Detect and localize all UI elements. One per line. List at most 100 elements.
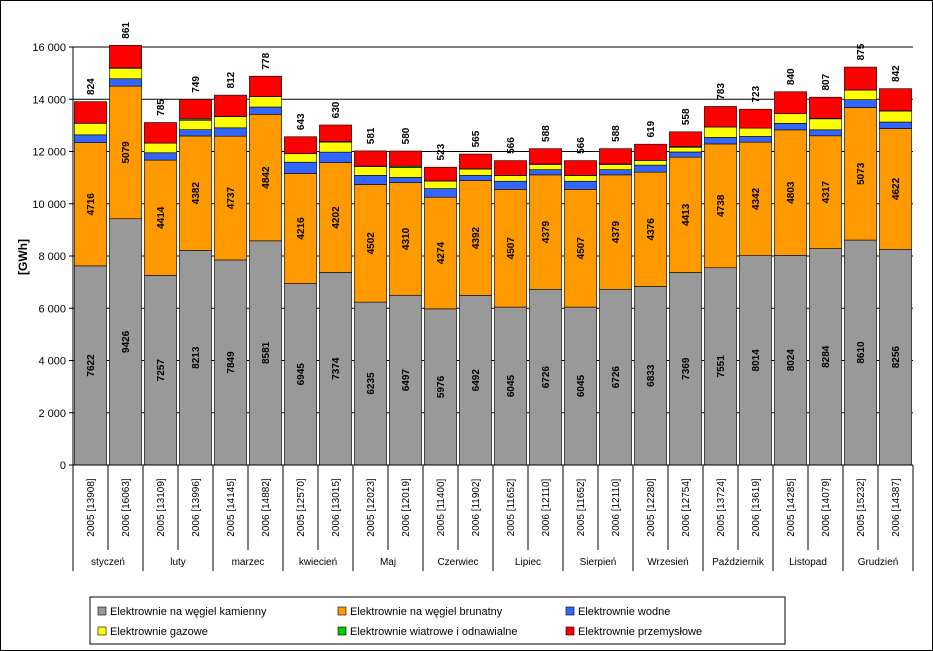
bar-segment <box>634 160 667 166</box>
data-label: 4413 <box>681 203 692 226</box>
bar-segment <box>249 240 282 466</box>
legend-swatch <box>337 626 347 636</box>
category-label: 2006 [11902] <box>471 478 482 536</box>
bar-segment <box>284 161 317 174</box>
bar-segment <box>809 96 842 119</box>
bar-segment <box>634 164 667 173</box>
data-label: 523 <box>436 143 447 160</box>
data-label: 842 <box>891 65 902 82</box>
bar-segment <box>599 174 632 290</box>
data-label: 4379 <box>611 221 622 244</box>
data-label: 5079 <box>121 141 132 164</box>
month-label: Listopad <box>789 557 827 568</box>
data-label: 840 <box>786 68 797 85</box>
data-label: 4379 <box>541 221 552 244</box>
bar-segment <box>144 122 177 144</box>
data-label: 4317 <box>821 181 832 204</box>
data-label: 9426 <box>121 330 132 353</box>
bar-segment <box>599 148 632 165</box>
bar-segment <box>249 114 282 242</box>
bar-segment <box>704 126 737 138</box>
bar-segment <box>739 141 772 256</box>
bar-segment <box>214 116 247 129</box>
category-label: 2006 [12019] <box>401 478 412 537</box>
bar-segment <box>704 106 737 128</box>
bar-segment <box>564 180 597 190</box>
data-label: 7622 <box>86 354 97 377</box>
category-labels: 2005 [13908] 2006 [16063] 2005 [13109] 2006… <box>72 465 914 571</box>
data-label: 778 <box>261 52 272 69</box>
data-label: 4842 <box>261 166 272 189</box>
data-label: 824 <box>86 78 97 95</box>
bar-segment <box>669 146 702 153</box>
month-label: kwiecień <box>299 557 337 568</box>
data-label: 4737 <box>226 187 237 210</box>
data-label: 566 <box>576 137 587 154</box>
bar-segment <box>879 121 912 129</box>
data-label: 812 <box>226 71 237 88</box>
bar-segment <box>179 135 212 251</box>
category-label: 2005 [13109] <box>156 478 167 537</box>
bar-segment <box>109 218 142 466</box>
legend-swatch <box>565 606 575 616</box>
bar-segment <box>179 129 212 137</box>
data-label: 4716 <box>86 193 97 216</box>
data-label: 581 <box>366 127 377 144</box>
data-label: 8213 <box>191 346 202 369</box>
bar-segment <box>739 136 772 143</box>
data-label: 7374 <box>331 357 342 380</box>
bar-segment <box>144 159 177 276</box>
data-label: 4392 <box>471 226 482 249</box>
data-label: 4274 <box>436 241 447 264</box>
data-label: 6726 <box>541 366 552 389</box>
month-label: Sierpień <box>580 557 617 568</box>
bar-segment <box>494 189 527 308</box>
data-label: 630 <box>331 101 342 118</box>
bar-segment <box>144 152 177 161</box>
bar-segment <box>424 180 457 189</box>
bar-segment <box>144 275 177 466</box>
data-label: 4738 <box>716 194 727 217</box>
category-label: 2006 [12110] <box>541 478 552 536</box>
bar-segment <box>424 196 457 310</box>
bar-segment <box>774 113 807 124</box>
bar-segment <box>354 184 387 303</box>
category-label: 2006 [13619] <box>751 478 762 537</box>
data-label: 783 <box>716 83 727 100</box>
bar-segment <box>424 308 457 466</box>
category-label: 2006 [14079] <box>821 478 832 537</box>
data-label: 7369 <box>681 357 692 380</box>
bar-segment <box>74 123 107 136</box>
bar-segment <box>109 78 142 87</box>
bar-segment <box>739 108 772 129</box>
bar-segment <box>564 160 597 176</box>
category-label: 2006 [12110] <box>611 478 622 536</box>
bar-segment <box>389 177 422 183</box>
data-label: 565 <box>471 130 482 147</box>
data-label: 4803 <box>786 181 797 204</box>
bar-segment <box>459 153 492 170</box>
gridlines <box>73 46 913 414</box>
bar-segment <box>284 283 317 466</box>
data-label: 4382 <box>191 182 202 205</box>
month-label: Grudzień <box>858 557 899 568</box>
data-label: 6833 <box>646 364 657 387</box>
bar-segment <box>879 110 912 123</box>
bar-segment <box>284 173 317 284</box>
bar-segment <box>494 160 527 176</box>
data-label: 6235 <box>366 372 377 395</box>
category-label: 2005 [11652] <box>576 478 587 536</box>
data-label: 723 <box>751 85 762 102</box>
month-label: Maj <box>380 557 396 568</box>
y-tick-label: 6 000 <box>38 303 66 315</box>
category-label: 2006 [16063] <box>121 478 132 537</box>
bar-segment <box>214 135 247 261</box>
category-label: 2005 [12570] <box>296 478 307 537</box>
bar-segment <box>354 175 387 185</box>
legend-box <box>89 596 786 645</box>
data-label: 4622 <box>891 177 902 200</box>
bar-segment <box>844 89 877 100</box>
bar-segment <box>389 294 422 466</box>
category-label: 2006 [12754] <box>681 478 692 537</box>
